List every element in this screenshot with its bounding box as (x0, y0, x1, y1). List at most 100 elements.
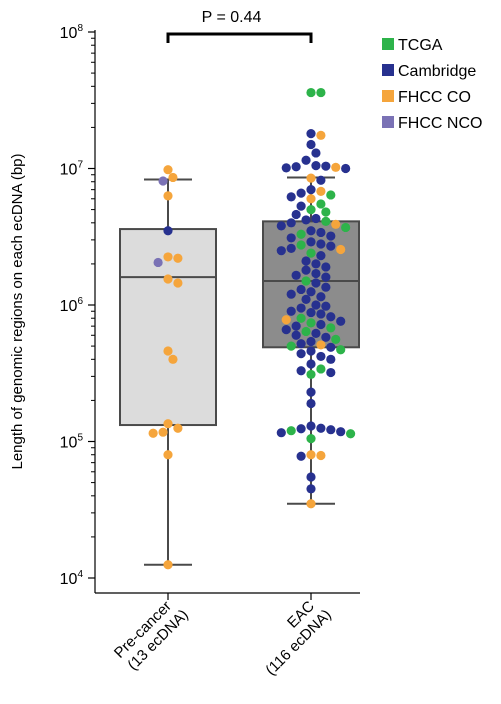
legend-label: FHCC CO (398, 89, 471, 106)
data-point (148, 428, 158, 438)
y-tick-label: 104 (60, 569, 84, 588)
data-point (296, 339, 306, 349)
data-point (331, 334, 341, 344)
data-point (173, 278, 183, 288)
data-point (321, 332, 331, 342)
data-point (316, 227, 326, 238)
data-point (168, 172, 178, 183)
data-point (326, 190, 336, 200)
data-point (306, 237, 316, 247)
data-point (326, 323, 336, 333)
data-point (276, 246, 286, 256)
data-point (316, 450, 326, 461)
x-tick-label: Pre-cancer(13 ecDNA) (111, 598, 192, 674)
data-point (163, 274, 173, 284)
data-point (326, 312, 336, 322)
data-point (296, 349, 306, 359)
data-point (311, 213, 321, 224)
data-point (306, 204, 316, 215)
legend-label: TCGA (398, 37, 443, 54)
legend-swatch (382, 38, 394, 50)
data-point (291, 162, 301, 172)
data-point (286, 341, 296, 351)
data-point (306, 387, 316, 397)
data-point (306, 472, 316, 482)
data-point (163, 226, 173, 236)
data-point (276, 221, 286, 231)
data-point (306, 287, 316, 297)
legend-swatch (382, 116, 394, 128)
data-points (148, 87, 356, 570)
data-point (301, 256, 311, 266)
data-point (306, 434, 316, 444)
data-point (316, 175, 326, 185)
data-point (173, 253, 183, 263)
data-point (296, 451, 306, 461)
data-point (301, 215, 311, 225)
data-point (306, 139, 316, 150)
data-point (163, 191, 173, 201)
y-axis-label: Length of genomic regions on each ecDNA … (9, 153, 26, 469)
data-point (306, 129, 316, 139)
data-point (291, 321, 301, 331)
data-point (331, 162, 341, 172)
data-point (291, 209, 301, 220)
legend-swatch (382, 90, 394, 102)
data-point (316, 251, 326, 261)
data-point (276, 428, 286, 438)
legend-label: Cambridge (398, 63, 476, 80)
data-point (316, 87, 326, 98)
data-point (306, 248, 316, 258)
data-point (311, 161, 321, 171)
data-point (301, 326, 311, 337)
data-point (286, 218, 296, 228)
y-tick-label: 107 (60, 160, 84, 179)
data-point (296, 229, 306, 239)
data-point (296, 366, 306, 376)
data-point (311, 300, 321, 310)
y-tick-label: 105 (60, 433, 84, 452)
data-point (306, 359, 316, 369)
data-point (296, 303, 306, 313)
data-point (286, 306, 296, 316)
data-point (301, 294, 311, 304)
x-tick-label: EAC(116 ecDNA) (262, 598, 335, 679)
data-point (158, 176, 168, 186)
data-point (306, 421, 316, 431)
data-point (296, 424, 306, 434)
data-point (316, 130, 326, 140)
data-point (326, 342, 336, 352)
data-point (336, 316, 346, 326)
data-point (316, 340, 326, 350)
data-point (296, 313, 306, 323)
data-point (306, 318, 316, 328)
y-tick-label: 108 (60, 23, 84, 42)
data-point (306, 173, 316, 183)
data-point (316, 351, 326, 362)
data-point (336, 244, 346, 255)
legend: TCGA Cambridge FHCC CO FHCC NCO (382, 37, 482, 132)
data-point (173, 423, 183, 433)
data-point (316, 364, 326, 374)
data-point (326, 367, 336, 378)
data-point (301, 155, 311, 165)
data-point (316, 309, 326, 319)
data-point (321, 262, 331, 272)
data-point (163, 346, 173, 356)
data-point (316, 292, 326, 302)
data-point (286, 192, 296, 202)
data-point (321, 161, 331, 171)
data-point (306, 346, 316, 356)
significance-annotation: P = 0.44 (166, 9, 313, 43)
data-point (326, 425, 336, 435)
data-point (331, 219, 341, 229)
data-point (286, 243, 296, 253)
data-point (311, 328, 321, 338)
data-point (306, 87, 316, 98)
data-point (291, 330, 301, 340)
data-point (301, 276, 311, 286)
data-point (306, 226, 316, 236)
data-point (311, 268, 321, 279)
data-point (163, 450, 173, 460)
